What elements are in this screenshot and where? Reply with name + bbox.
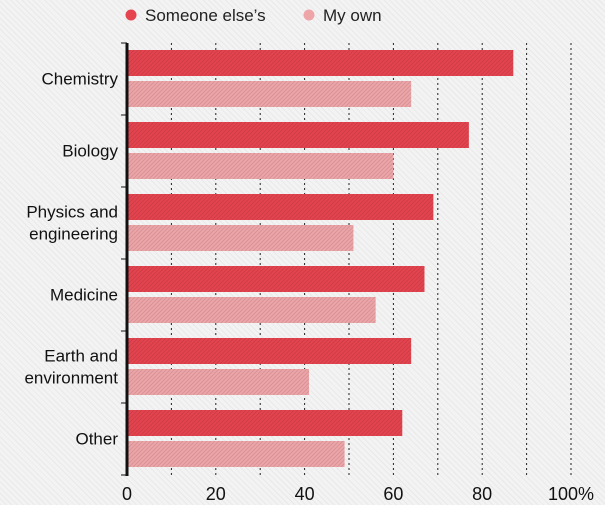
x-tick-label: 0 — [122, 484, 132, 504]
bar — [127, 153, 394, 179]
category-labels: Chemistry Biology Physics and engineering Me… — [24, 70, 118, 449]
bar — [127, 338, 412, 364]
bar — [127, 297, 376, 323]
category-label: Other — [75, 430, 118, 449]
category-label: Biology — [62, 142, 118, 161]
legend-label-series-1: My own — [323, 6, 382, 25]
bar — [127, 225, 354, 251]
bar — [127, 122, 469, 148]
bar — [127, 369, 310, 395]
legend-label-series-0: Someone else’s — [145, 6, 266, 25]
category-label: engineering — [29, 225, 118, 244]
category-label: environment — [24, 369, 118, 388]
category-label: Earth and — [44, 347, 118, 366]
bar — [127, 266, 425, 292]
bar — [127, 194, 434, 220]
x-tick-label: 40 — [295, 484, 315, 504]
x-tick-label: 80 — [472, 484, 492, 504]
x-tick-labels: 0 20 40 60 80 100% — [122, 484, 594, 504]
category-label: Physics and — [26, 203, 118, 222]
y-axis — [121, 42, 129, 476]
x-tick-label: 60 — [383, 484, 403, 504]
legend: Someone else’s My own — [125, 6, 382, 25]
legend-marker-series-1 — [303, 9, 315, 21]
x-tick-label: 20 — [206, 484, 226, 504]
x-tick-label: 100% — [548, 484, 594, 504]
bar — [127, 441, 345, 467]
gridlines — [170, 43, 572, 476]
bar — [127, 81, 412, 107]
category-label: Chemistry — [41, 70, 118, 89]
bar — [127, 410, 403, 436]
legend-marker-series-0 — [125, 9, 137, 21]
bars — [127, 50, 514, 467]
bar — [127, 50, 514, 76]
category-label: Medicine — [50, 286, 118, 305]
